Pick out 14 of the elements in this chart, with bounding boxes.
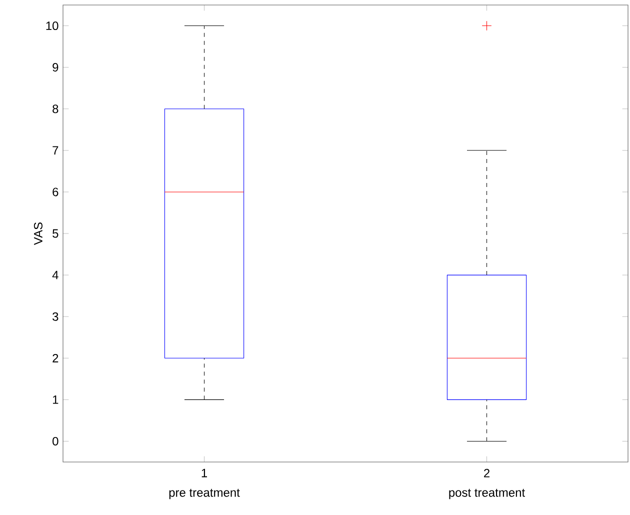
y-tick-label: 1	[52, 396, 58, 404]
y-tick-label: 4	[52, 270, 58, 280]
text: post treatment	[449, 488, 525, 500]
y-tick-label: 6	[52, 188, 58, 196]
y-tick-label: 8	[52, 104, 58, 114]
y-tick-label: 10	[46, 22, 58, 30]
y-tick-label: 9	[52, 63, 58, 72]
y-tick-label: 2	[52, 354, 58, 362]
y-tick-label: 5	[52, 229, 58, 238]
y-tick-label: 7	[52, 146, 58, 155]
y-tick-label: 0	[52, 436, 58, 446]
text: pre treatment	[169, 488, 240, 500]
y-axis-title: VAS	[34, 222, 42, 245]
y-tick-label: 3	[52, 312, 58, 321]
